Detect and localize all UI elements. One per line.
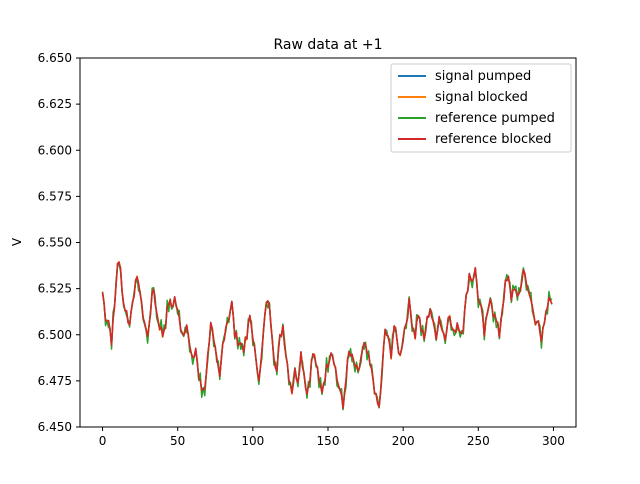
y-axis: 6.450 6.475 6.500 6.525 6.550 6.575 6.600 6.625… <box>38 51 80 434</box>
y-axis-label: V <box>10 237 24 246</box>
legend-label: signal pumped <box>435 69 531 84</box>
series-layer <box>101 260 553 411</box>
y-tick-label: 6.525 <box>38 282 72 296</box>
x-tick-label: 200 <box>392 434 415 448</box>
y-tick-label: 6.625 <box>38 97 72 111</box>
y-tick-label: 6.475 <box>38 374 72 388</box>
x-tick-label: 0 <box>99 434 107 448</box>
series-line-reference-blocked <box>101 261 553 409</box>
legend: signal pumped signal blocked reference pum… <box>390 63 572 153</box>
x-tick-label: 150 <box>317 434 340 448</box>
y-tick-label: 6.550 <box>38 236 72 250</box>
y-tick-label: 6.650 <box>38 51 72 65</box>
legend-label: reference pumped <box>435 111 555 126</box>
x-tick-label: 50 <box>170 434 185 448</box>
y-tick-label: 6.450 <box>38 420 72 434</box>
y-tick-label: 6.575 <box>38 189 72 203</box>
legend-label: reference blocked <box>435 132 552 147</box>
x-tick-label: 100 <box>241 434 264 448</box>
y-tick-label: 6.600 <box>38 143 72 157</box>
x-tick-label: 250 <box>467 434 490 448</box>
y-tick-label: 6.500 <box>38 328 72 342</box>
x-axis: 0 50 100 150 200 250 300 <box>99 427 565 448</box>
legend-label: signal blocked <box>435 90 528 105</box>
x-tick-label: 300 <box>542 434 565 448</box>
legend-frame <box>390 63 572 153</box>
chart-title: Raw data at +1 <box>273 37 382 53</box>
